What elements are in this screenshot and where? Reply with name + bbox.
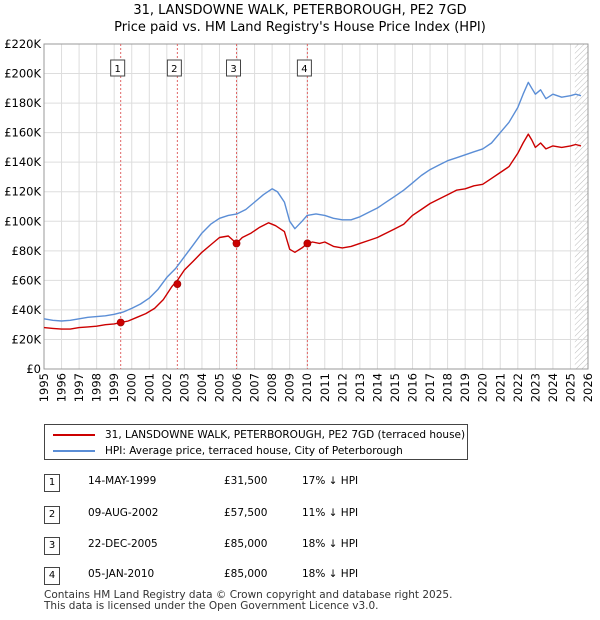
hpi-series-line <box>43 81 582 322</box>
legend-label-property: 31, LANSDOWNE WALK, PETERBOROUGH, PE2 7G… <box>105 429 466 441</box>
chart-title: 31, LANSDOWNE WALK, PETERBOROUGH, PE2 7G… <box>133 3 467 18</box>
y-tick-label: £200K <box>4 67 41 81</box>
transaction-date: 14-MAY-1999 <box>88 475 157 487</box>
footer-license: This data is licensed under the Open Gov… <box>44 600 379 612</box>
x-tick-label: 1998 <box>90 373 104 402</box>
x-tick-label: 1997 <box>72 373 86 402</box>
transaction-hpi-delta: 11% ↓ HPI <box>302 507 359 519</box>
transaction-price: £57,500 <box>224 507 268 519</box>
transaction-number: 3 <box>44 537 60 555</box>
footer-copyright: Contains HM Land Registry data © Crown c… <box>44 589 453 601</box>
x-tick-label: 2017 <box>423 373 437 402</box>
x-tick-label: 1996 <box>55 373 69 402</box>
x-tick-label: 1999 <box>107 373 121 402</box>
x-tick-label: 2023 <box>528 373 542 402</box>
x-tick-label: 2004 <box>195 373 209 402</box>
x-tick-label: 2010 <box>300 373 314 402</box>
y-tick-label: £100K <box>4 214 41 228</box>
y-tick-label: £160K <box>4 126 41 140</box>
chart-title-block: 31, LANSDOWNE WALK, PETERBOROUGH, PE2 7G… <box>0 2 600 36</box>
x-tick-label: 2002 <box>160 373 174 402</box>
y-tick-label: £220K <box>4 37 41 51</box>
x-tick-label: 2016 <box>406 373 420 402</box>
x-tick-label: 2005 <box>212 373 226 402</box>
price-chart: £0 £20K £40K £60K £80K £100K £120K £140K £160K £1… <box>4 37 595 402</box>
x-tick-label: 2007 <box>248 373 262 402</box>
x-tick-label: 2014 <box>370 373 384 402</box>
y-tick-label: £60K <box>12 273 42 287</box>
x-tick-label: 1995 <box>37 373 51 402</box>
y-tick-label: £20K <box>12 332 42 346</box>
sale-marker-label: 1 <box>114 64 120 75</box>
sale-marker-label: 3 <box>230 64 236 75</box>
x-tick-label: 2024 <box>546 373 560 402</box>
y-tick-label: £180K <box>4 96 41 110</box>
y-tick-label: £140K <box>4 155 41 169</box>
transaction-price: £85,000 <box>224 538 268 550</box>
legend-item-property: 31, LANSDOWNE WALK, PETERBOROUGH, PE2 7G… <box>53 427 465 443</box>
legend-item-hpi: HPI: Average price, terraced house, City… <box>53 443 403 459</box>
sale-marker-label: 4 <box>301 64 307 75</box>
sale-point <box>232 239 241 248</box>
y-tick-label: £0 <box>26 362 41 376</box>
x-tick-label: 2012 <box>335 373 349 402</box>
x-tick-label: 2018 <box>441 373 455 402</box>
property-series-line <box>43 133 582 330</box>
transaction-price: £31,500 <box>224 475 268 487</box>
legend-label-hpi: HPI: Average price, terraced house, City… <box>105 445 403 457</box>
chart-subtitle: Price paid vs. HM Land Registry's House … <box>114 20 486 35</box>
transaction-number: 2 <box>44 506 60 524</box>
x-tick-label: 2001 <box>142 373 156 402</box>
legend-swatch-hpi <box>53 450 95 452</box>
x-tick-label: 2021 <box>493 373 507 402</box>
x-tick-label: 2006 <box>230 373 244 402</box>
plot-background <box>44 44 588 369</box>
transaction-date: 22-DEC-2005 <box>88 538 158 550</box>
x-tick-label: 2015 <box>388 373 402 402</box>
y-tick-label: £120K <box>4 185 41 199</box>
transaction-hpi-delta: 18% ↓ HPI <box>302 538 359 550</box>
sale-marker-box <box>110 59 126 77</box>
transaction-date: 09-AUG-2002 <box>88 507 159 519</box>
transaction-hpi-delta: 17% ↓ HPI <box>302 475 359 487</box>
transaction-number: 1 <box>44 474 60 492</box>
x-tick-label: 2008 <box>265 373 279 402</box>
x-tick-label: 2020 <box>476 373 490 402</box>
footer-attribution: Contains HM Land Registry data © Crown c… <box>44 590 452 612</box>
x-tick-label: 2022 <box>511 373 525 402</box>
x-tick-label: 2026 <box>581 373 595 402</box>
forecast-hatch-region <box>574 44 588 369</box>
y-tick-label: £80K <box>12 244 42 258</box>
x-tick-label: 2011 <box>318 373 332 402</box>
x-tick-label: 2019 <box>458 373 472 402</box>
x-tick-label: 2013 <box>353 373 367 402</box>
plot-frame <box>43 43 589 370</box>
y-tick-label: £40K <box>12 303 42 317</box>
transaction-price: £85,000 <box>224 568 268 580</box>
x-tick-label: 2003 <box>177 373 191 402</box>
sale-point <box>173 280 182 288</box>
sale-marker-box <box>166 59 182 77</box>
chart-legend: 31, LANSDOWNE WALK, PETERBOROUGH, PE2 7G… <box>44 424 468 460</box>
sale-marker-box <box>296 59 312 77</box>
sale-point <box>303 239 312 248</box>
sale-marker-label: 2 <box>171 64 177 75</box>
x-tick-label: 2009 <box>283 373 297 402</box>
legend-swatch-property <box>53 434 95 436</box>
sale-point <box>116 318 125 327</box>
transaction-hpi-delta: 18% ↓ HPI <box>302 568 359 580</box>
transaction-date: 05-JAN-2010 <box>88 568 155 580</box>
transaction-number: 4 <box>44 567 60 585</box>
x-tick-label: 2025 <box>563 373 577 402</box>
x-tick-label: 2000 <box>125 373 139 402</box>
sale-marker-box <box>226 59 242 77</box>
